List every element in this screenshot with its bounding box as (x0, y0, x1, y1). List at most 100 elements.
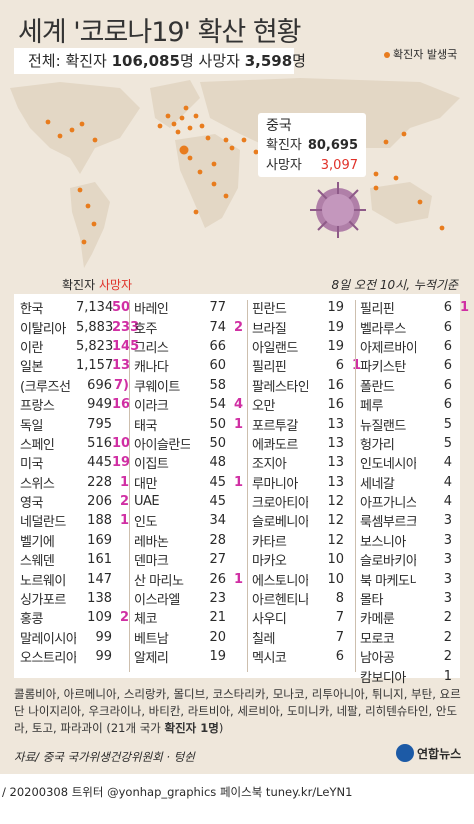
confirmed-count: 10 (327, 571, 344, 587)
country-name: 팔레스타인 (252, 379, 308, 395)
table-row: 스웨덴 161 (20, 550, 129, 569)
table-row: 아제르바이잔 6 (360, 337, 469, 356)
country-name: 오만 (252, 399, 275, 415)
china-deaths-label: 사망자 (266, 157, 302, 173)
column-divider (129, 300, 130, 672)
confirmed-count: 6 (443, 397, 452, 413)
table-row: 멕시코 6 (252, 647, 361, 666)
table-row: 필리핀 6 1 (360, 298, 469, 317)
country-name: 아제르바이잔 (360, 340, 416, 356)
confirmed-count: 48 (209, 455, 226, 471)
table-row: 아르헨티나 8 (252, 589, 361, 608)
others-close: ) (218, 721, 224, 735)
total-deaths: 3,598 (244, 52, 293, 70)
total-summary: 전체: 확진자 106,085명 사망자 3,598명 (14, 48, 306, 74)
country-name: 에콰도르 (252, 437, 298, 453)
table-row: 슬로바키아 3 (360, 550, 469, 569)
country-name: 그리스 (134, 340, 169, 356)
country-name: 이탈리아 (20, 321, 66, 337)
confirmed-count: 19 (327, 300, 344, 316)
total-confirmed-label: 확진자 (65, 52, 112, 70)
table-row: 포르투갈 13 (252, 414, 361, 434)
confirmed-count: 3 (443, 532, 452, 548)
country-name: 카메룬 (360, 612, 395, 628)
table-row: 마카오 10 (252, 550, 361, 569)
table-row: 세네갈 4 (360, 473, 469, 492)
confirmed-count: 13 (327, 416, 344, 432)
orange-dot-icon (384, 52, 390, 58)
table-row: 베트남 20 (134, 628, 243, 647)
death-count: 2 (119, 494, 129, 510)
other-countries-note: 콜롬비아, 아르메니아, 스리랑카, 몰디브, 코스타리카, 모나코, 리투아니… (14, 686, 464, 737)
confirmed-count: 4 (443, 474, 452, 490)
country-name: 크로아티아 (252, 496, 308, 512)
confirmed-count: 6 (443, 377, 452, 393)
country-name: 노르웨이 (20, 573, 66, 589)
country-name: 쿠웨이트 (134, 379, 180, 395)
table-row: 그리스 66 (134, 337, 243, 356)
total-confirmed: 106,085 (111, 52, 180, 70)
table-row: 말레이시아 99 (20, 628, 129, 647)
country-name: 룩셈부르크 (360, 515, 416, 531)
country-table: 한국 7,134 50 이탈리아 5,883 233 이란 5,823 145 일본 1,157 13… (14, 294, 469, 686)
confirmed-count: 6 (443, 358, 452, 374)
country-name: 카타르 (252, 534, 287, 550)
country-name: 인도네시아 (360, 457, 416, 473)
china-name: 중국 (266, 118, 292, 134)
logo-icon (396, 744, 414, 762)
country-name: 벨라루스 (360, 321, 406, 337)
legend-label: 확진자 발생국 (393, 48, 458, 61)
table-row: 조지아 13 (252, 453, 361, 472)
table-column: 필리핀61벨라루스6아제르바이잔6파키스탄6폴란드6페루6뉴질랜드5헝가리5인도… (360, 298, 469, 686)
confirmed-count: 50 (209, 435, 226, 451)
column-divider (355, 300, 356, 672)
country-name: 핀란드 (252, 302, 287, 318)
country-name: 에스토니아 (252, 573, 308, 589)
country-name: 폴란드 (360, 379, 395, 395)
country-name: 조지아 (252, 457, 287, 473)
death-count: 1 (233, 571, 243, 587)
table-row: 칠레 7 (252, 628, 361, 647)
table-row: 헝가리 5 (360, 434, 469, 453)
table-row: 루마니아 13 (252, 473, 361, 492)
country-name: 체코 (134, 612, 157, 628)
table-row: 산 마리노 26 1 (134, 569, 243, 589)
country-name: 인도 (134, 515, 157, 531)
death-count: 1 (119, 474, 129, 490)
confirmed-count: 26 (209, 571, 226, 587)
country-name: 뉴질랜드 (360, 418, 406, 434)
confirmed-count: 3 (443, 571, 452, 587)
country-name: 아이슬란드 (134, 437, 190, 453)
country-name: 프랑스 (20, 399, 55, 415)
country-name: 이스라엘 (134, 593, 180, 609)
country-name: 스웨덴 (20, 554, 55, 570)
country-name: 아프가니스탄 (360, 496, 416, 512)
confirmed-count: 6 (443, 319, 452, 335)
confirmed-count: 147 (87, 571, 112, 587)
death-count: 16 (112, 397, 131, 413)
confirmed-count: 161 (87, 552, 112, 568)
country-name: 이란 (20, 340, 43, 356)
country-name: 네덜란드 (20, 515, 66, 531)
table-row: (크루즈선 696 7) (20, 376, 129, 395)
confirmed-count: 2 (443, 629, 452, 645)
country-name: 남아공 (360, 651, 395, 667)
country-name: 필리핀 (360, 302, 395, 318)
country-name: 모로코 (360, 631, 395, 647)
table-row: 파키스탄 6 (360, 356, 469, 375)
as-of-note: 8일 오전 10시, 누적기준 (331, 278, 458, 292)
confirmed-count: 7 (335, 610, 344, 626)
confirmed-count: 1,157 (76, 358, 114, 374)
table-row: 체코 21 (134, 608, 243, 627)
confirmed-count: 12 (327, 532, 344, 548)
table-row: 한국 7,134 50 (20, 298, 130, 317)
confirmed-count: 74 (209, 319, 226, 335)
confirmed-count: 19 (327, 338, 344, 354)
death-count: 1 (233, 474, 243, 490)
table-row: 브라질 19 (252, 317, 361, 337)
logo-text: 연합뉴스 (417, 746, 462, 761)
country-name: 캐나다 (134, 360, 169, 376)
country-name: 바레인 (134, 302, 169, 318)
country-name: 사우디 (252, 612, 287, 628)
country-name: 태국 (134, 418, 157, 434)
